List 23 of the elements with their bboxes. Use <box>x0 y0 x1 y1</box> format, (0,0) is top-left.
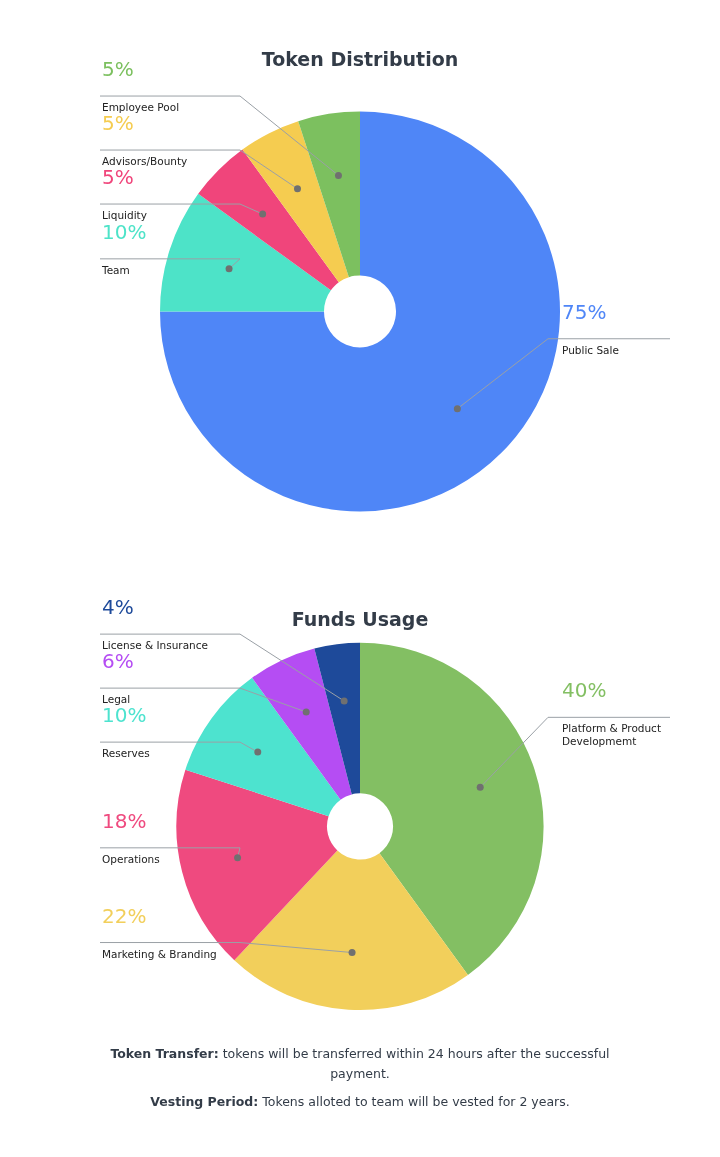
data-label: 75% <box>562 299 607 324</box>
data-label: 5% <box>102 165 134 190</box>
text: Token Transfer: tokens will be transferred within 24 hours after the successful payment. <box>109 1045 611 1083</box>
text: Funds Usage <box>291 608 429 631</box>
slice-label: Legal <box>102 693 131 706</box>
slice-label: Advisors/Bounty <box>102 155 188 168</box>
slice-label: Employee Pool <box>102 101 180 114</box>
slice-label: Public Sale <box>562 343 619 356</box>
slice-label: Platform & Product Developmemt <box>562 722 662 748</box>
data-label: 4% <box>102 595 134 620</box>
text: Vesting Period: Tokens alloted to team will be vested for 2 years. <box>149 1093 571 1111</box>
slice-label: License & Insurance <box>102 639 208 652</box>
slice-label: Team <box>101 263 130 276</box>
slice-label: Reserves <box>102 747 150 760</box>
slice-label: Liquidity <box>102 209 147 222</box>
data-label: 18% <box>102 808 147 833</box>
chart-title: Token Distribution <box>261 48 459 71</box>
data-label: 5% <box>102 57 134 82</box>
data-label: 22% <box>102 903 147 928</box>
data-label: 40% <box>562 678 607 703</box>
slice-label: Marketing & Branding <box>102 947 217 960</box>
data-label: 6% <box>102 649 134 674</box>
slice-label: Operations <box>102 852 160 865</box>
